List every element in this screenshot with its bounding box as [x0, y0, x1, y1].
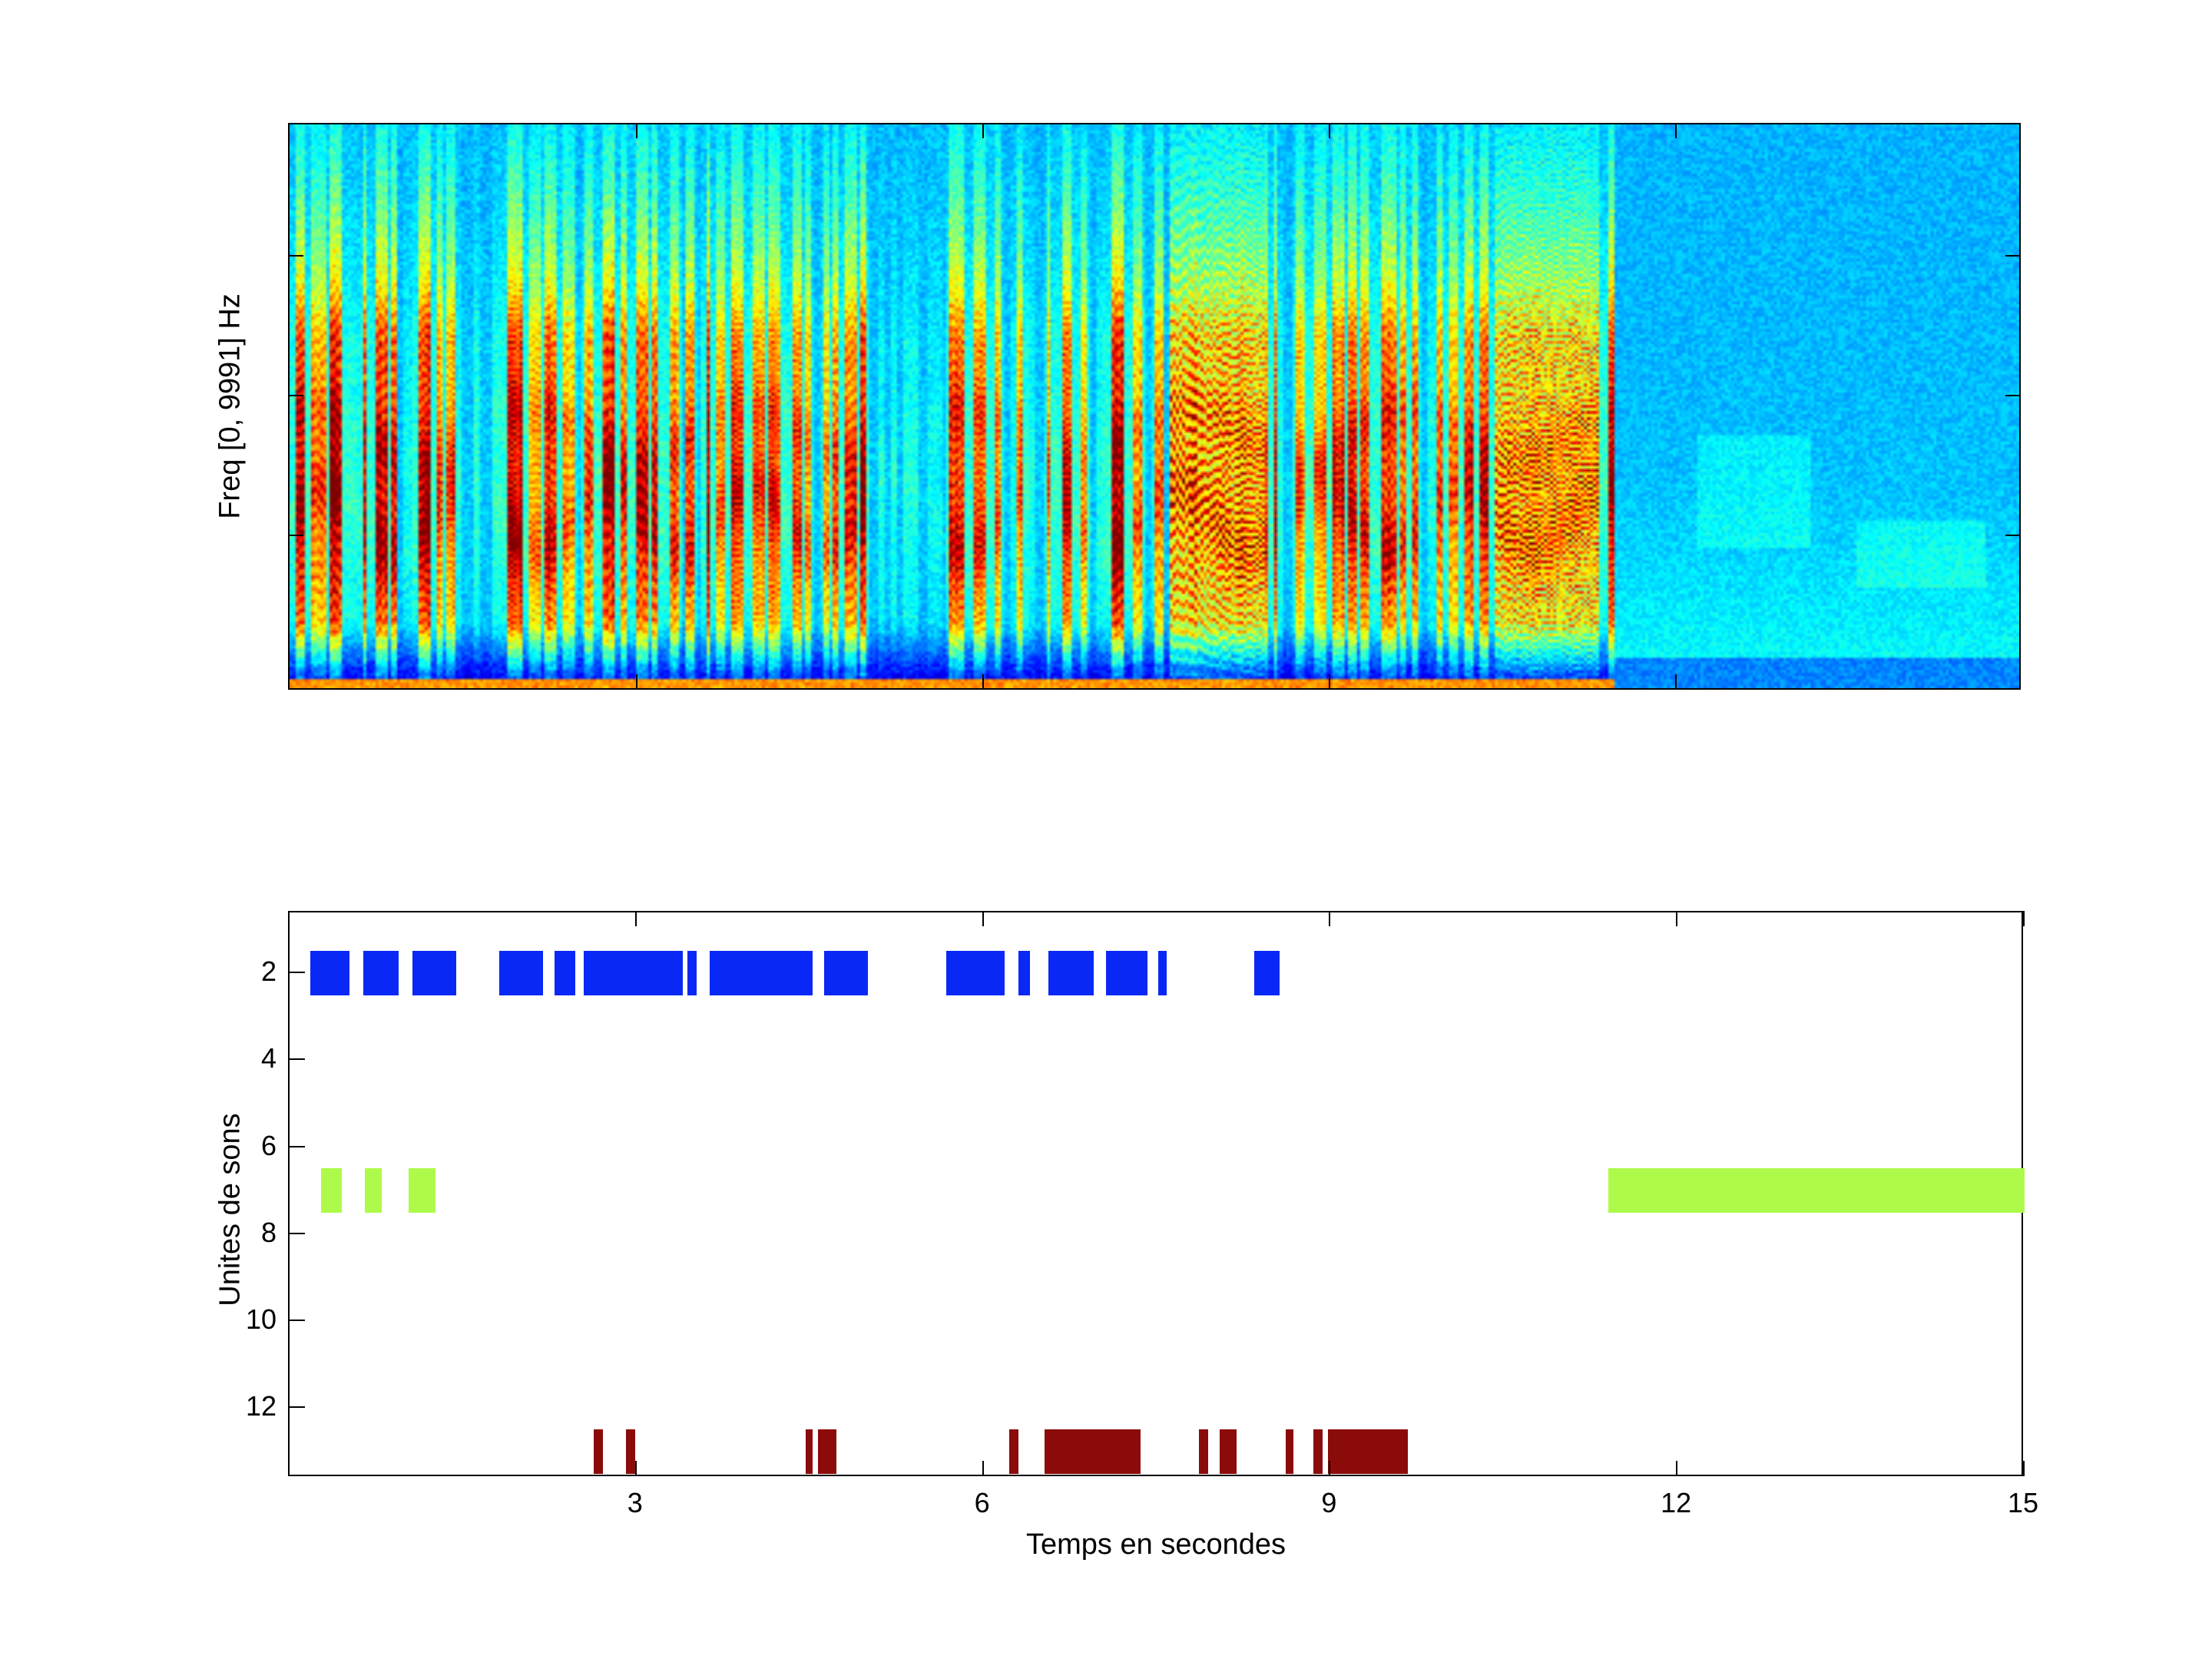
segmentation-xtick-label: 15 [2007, 1487, 2039, 1518]
sound-unit-segment-13 [1328, 1429, 1409, 1475]
segmentation-ytick [288, 972, 305, 974]
spectrogram-y-axis-label: Freq [0, 9991] Hz [214, 293, 247, 519]
segmentation-y-axis-label: Unites de sons [214, 1113, 247, 1306]
spectrogram-ytick [2005, 255, 2019, 257]
sound-unit-segment-2 [1018, 951, 1030, 996]
sound-unit-segment-13 [1008, 1429, 1018, 1475]
spectrogram-image [290, 124, 2019, 688]
segmentation-plot-area [290, 912, 2025, 1475]
sound-unit-segment-13 [1313, 1429, 1323, 1475]
segmentation-ytick [288, 1145, 305, 1147]
segmentation-xtick [2023, 1461, 2025, 1476]
spectrogram-xtick [982, 674, 984, 688]
segmentation-xtick [982, 1461, 984, 1476]
sound-unit-segment-2 [1158, 951, 1167, 996]
segmentation-panel [288, 911, 2025, 1476]
segmentation-x-axis-label: Temps en secondes [1026, 1528, 1286, 1561]
segmentation-ytick [288, 1232, 305, 1234]
segmentation-xtick-label: 9 [1321, 1487, 1337, 1518]
segmentation-ytick-label: 12 [245, 1390, 276, 1422]
segmentation-xtick [2023, 911, 2025, 926]
sound-unit-segment-13 [1219, 1429, 1237, 1475]
segmentation-ytick-label: 4 [260, 1042, 276, 1075]
sound-unit-segment-2 [1106, 951, 1148, 996]
sound-unit-segment-2 [583, 951, 684, 996]
sound-unit-segment-13 [1198, 1429, 1208, 1475]
segmentation-xtick-label: 12 [1661, 1487, 1692, 1518]
spectrogram-xtick [1329, 124, 1330, 138]
segmentation-xtick [1329, 1461, 1331, 1476]
sound-unit-segment-2 [412, 951, 456, 996]
sound-unit-segment-7 [1608, 1168, 2025, 1214]
spectrogram-panel [288, 123, 2021, 690]
sound-unit-segment-2 [687, 951, 697, 996]
sound-unit-segment-13 [1285, 1429, 1294, 1475]
segmentation-ytick [288, 1058, 305, 1061]
sound-unit-segment-13 [594, 1429, 604, 1475]
segmentation-ytick-label: 2 [260, 955, 276, 988]
sound-unit-segment-7 [320, 1168, 342, 1214]
segmentation-ytick-label: 8 [260, 1216, 276, 1248]
spectrogram-ytick [290, 395, 303, 396]
spectrogram-xtick [982, 124, 984, 138]
segmentation-ytick [288, 1406, 305, 1409]
spectrogram-xtick [636, 124, 637, 138]
sound-unit-segment-2 [946, 951, 1005, 996]
sound-unit-segment-13 [1045, 1429, 1141, 1475]
spectrogram-ytick [2005, 535, 2019, 536]
sound-unit-segment-2 [363, 951, 399, 996]
sound-unit-segment-7 [409, 1168, 435, 1214]
segmentation-ytick [288, 1320, 305, 1322]
segmentation-ytick-label: 10 [245, 1303, 276, 1336]
sound-unit-segment-13 [805, 1429, 813, 1475]
sound-unit-segment-2 [1254, 951, 1280, 996]
segmentation-ytick-label: 6 [260, 1129, 276, 1161]
spectrogram-ytick [290, 255, 303, 257]
segmentation-xtick [634, 911, 637, 926]
spectrogram-xtick [636, 674, 637, 688]
segmentation-xtick [982, 911, 984, 926]
segmentation-xtick [1329, 911, 1331, 926]
sound-unit-segment-2 [498, 951, 543, 996]
segmentation-xtick [1676, 1461, 1678, 1476]
spectrogram-xtick [1675, 674, 1677, 688]
sound-unit-segment-2 [310, 951, 350, 996]
sound-unit-segment-7 [364, 1168, 382, 1214]
segmentation-xtick-label: 3 [627, 1487, 643, 1518]
sound-unit-segment-2 [1048, 951, 1094, 996]
spectrogram-ytick [2005, 395, 2019, 396]
sound-unit-segment-13 [818, 1429, 837, 1475]
segmentation-xtick [1676, 911, 1678, 926]
segmentation-xtick-label: 6 [974, 1487, 990, 1518]
segmentation-xtick [634, 1461, 637, 1476]
sound-unit-segment-2 [554, 951, 575, 996]
spectrogram-xtick [1329, 674, 1330, 688]
sound-unit-segment-2 [823, 951, 868, 996]
spectrogram-ytick [290, 535, 303, 536]
sound-unit-segment-2 [709, 951, 813, 996]
spectrogram-xtick [1675, 124, 1677, 138]
sound-unit-segment-13 [626, 1429, 636, 1475]
